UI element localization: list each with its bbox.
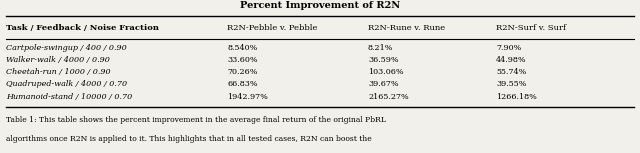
Text: 55.74%: 55.74% [496,68,526,76]
Text: algorithms once R2N is applied to it. This highlights that in all tested cases, : algorithms once R2N is applied to it. Th… [6,135,372,143]
Text: 8.21%: 8.21% [368,44,394,52]
Text: 33.60%: 33.60% [227,56,258,64]
Text: Table 1: This table shows the percent improvement in the average final return of: Table 1: This table shows the percent im… [6,116,387,124]
Text: Percent Improvement of R2N: Percent Improvement of R2N [240,1,400,10]
Text: 8.540%: 8.540% [227,44,257,52]
Text: Quadruped-walk / 4000 / 0.70: Quadruped-walk / 4000 / 0.70 [6,80,127,88]
Text: 44.98%: 44.98% [496,56,527,64]
Text: Humanoid-stand / 10000 / 0.70: Humanoid-stand / 10000 / 0.70 [6,93,132,101]
Text: R2N-Rune v. Rune: R2N-Rune v. Rune [368,24,445,32]
Text: Walker-walk / 4000 / 0.90: Walker-walk / 4000 / 0.90 [6,56,110,64]
Text: 66.83%: 66.83% [227,80,258,88]
Text: 103.06%: 103.06% [368,68,404,76]
Text: 2165.27%: 2165.27% [368,93,409,101]
Text: Task / Feedback / Noise Fraction: Task / Feedback / Noise Fraction [6,24,159,32]
Text: 39.67%: 39.67% [368,80,399,88]
Text: 7.90%: 7.90% [496,44,522,52]
Text: 39.55%: 39.55% [496,80,527,88]
Text: 1942.97%: 1942.97% [227,93,268,101]
Text: 36.59%: 36.59% [368,56,399,64]
Text: Cheetah-run / 1000 / 0.90: Cheetah-run / 1000 / 0.90 [6,68,111,76]
Text: Cartpole-swingup / 400 / 0.90: Cartpole-swingup / 400 / 0.90 [6,44,127,52]
Text: R2N-Pebble v. Pebble: R2N-Pebble v. Pebble [227,24,317,32]
Text: 70.26%: 70.26% [227,68,258,76]
Text: R2N-Surf v. Surf: R2N-Surf v. Surf [496,24,566,32]
Text: 1266.18%: 1266.18% [496,93,537,101]
